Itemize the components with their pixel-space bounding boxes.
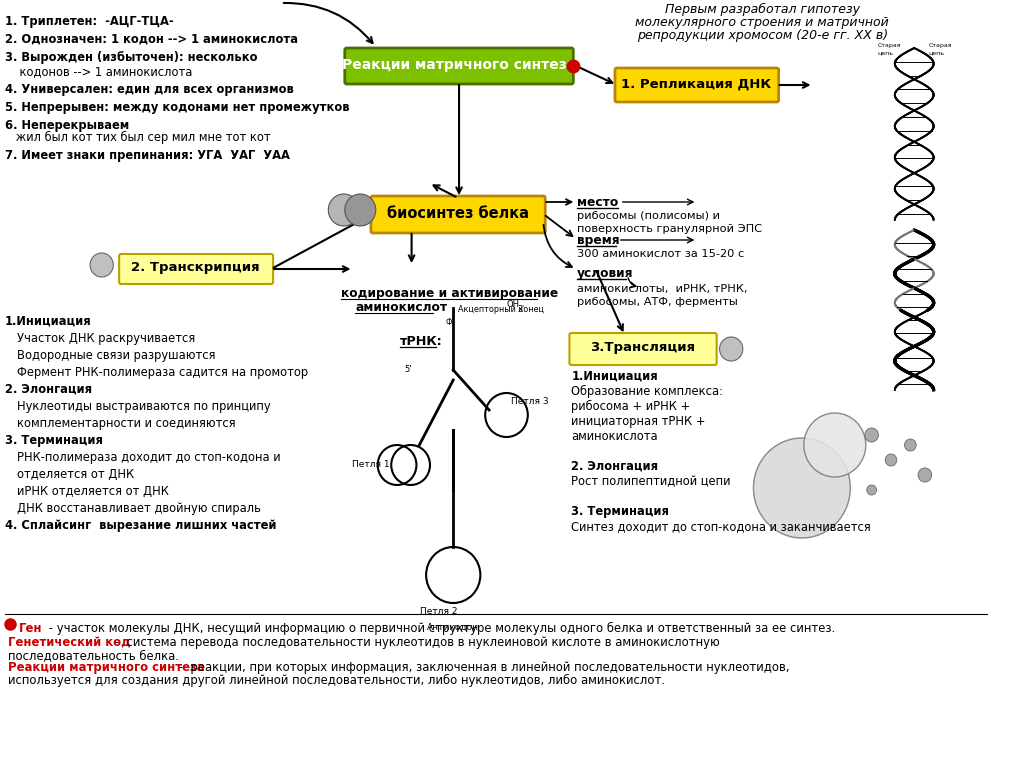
FancyBboxPatch shape	[119, 254, 273, 284]
Text: рибосома + иРНК +: рибосома + иРНК +	[571, 400, 690, 413]
Text: 3. Терминация: 3. Терминация	[5, 434, 102, 447]
Circle shape	[754, 438, 850, 538]
Text: цепь: цепь	[929, 50, 945, 55]
Text: 1.Инициация: 1.Инициация	[571, 370, 658, 383]
Text: Участок ДНК раскручивается: Участок ДНК раскручивается	[17, 332, 196, 345]
FancyBboxPatch shape	[345, 48, 573, 84]
Text: условия: условия	[578, 267, 634, 280]
Text: иРНК отделяется от ДНК: иРНК отделяется от ДНК	[17, 485, 169, 498]
Text: используется для создания другой линейной последовательности, либо нуклеотидов, : используется для создания другой линейно…	[8, 674, 665, 687]
Text: 3. Вырожден (избыточен): несколько: 3. Вырожден (избыточен): несколько	[5, 51, 257, 64]
Text: 6. Неперекрываем: 6. Неперекрываем	[5, 119, 129, 132]
Text: 7. Имеет знаки препинания: УГА  УАГ  УАА: 7. Имеет знаки препинания: УГА УАГ УАА	[5, 149, 290, 162]
Text: цепь: цепь	[878, 50, 893, 55]
Text: рибосомы (полисомы) и: рибосомы (полисомы) и	[578, 211, 720, 221]
Text: аминокислота: аминокислота	[571, 430, 658, 443]
FancyBboxPatch shape	[569, 333, 717, 365]
Text: Ген: Ген	[19, 622, 43, 635]
Text: рибосомы, АТФ, ферменты: рибосомы, АТФ, ферменты	[578, 297, 738, 307]
Text: молекулярного строения и матричной: молекулярного строения и матричной	[635, 16, 889, 29]
Text: 2. Элонгация: 2. Элонгация	[5, 383, 92, 396]
Circle shape	[919, 468, 932, 482]
Text: 3.Трансляция: 3.Трансляция	[591, 341, 695, 354]
Circle shape	[329, 194, 359, 226]
Text: Старая: Старая	[878, 43, 901, 48]
Text: комплементарности и соединяются: комплементарности и соединяются	[17, 417, 237, 430]
Circle shape	[720, 337, 742, 361]
Text: 5': 5'	[404, 365, 413, 374]
Text: тРНК:: тРНК:	[400, 335, 442, 348]
Text: - участок молекулы ДНК, несущий информацию о первичной структуре молекулы одного: - участок молекулы ДНК, несущий информац…	[45, 622, 835, 635]
Text: Первым разработал гипотезу: Первым разработал гипотезу	[665, 3, 860, 16]
Text: жил был кот тих был сер мил мне тот кот: жил был кот тих был сер мил мне тот кот	[5, 131, 270, 144]
Text: репродукции хромосом (20-е гг. XX в): репродукции хромосом (20-е гг. XX в)	[637, 29, 888, 42]
Text: Петля 2: Петля 2	[420, 607, 458, 616]
Text: Акцепторный конец: Акцепторный конец	[458, 305, 544, 314]
Text: Старая: Старая	[929, 43, 952, 48]
Text: 1. Триплетен:  -АЦГ-ТЦА-: 1. Триплетен: -АЦГ-ТЦА-	[5, 15, 173, 28]
Text: 4. Сплайсинг  вырезание лишних частей: 4. Сплайсинг вырезание лишних частей	[5, 519, 276, 532]
Text: инициаторная тРНК +: инициаторная тРНК +	[571, 415, 706, 428]
Text: -  система перевода последовательности нуклеотидов в нуклеиновой кислоте в амино: - система перевода последовательности ну…	[112, 636, 720, 649]
Text: Петля 1: Петля 1	[351, 460, 389, 469]
Text: последовательность белка.: последовательность белка.	[8, 649, 179, 662]
Text: Ф: Ф	[445, 318, 453, 327]
Text: 2. Элонгация: 2. Элонгация	[571, 460, 658, 473]
Text: Рост полипептидной цепи: Рост полипептидной цепи	[571, 475, 731, 488]
Circle shape	[804, 413, 866, 477]
Text: 2. Транскрипция: 2. Транскрипция	[131, 261, 260, 274]
Text: -  реакции, при которых информация, заключенная в линейной последовательности ну: - реакции, при которых информация, заклю…	[175, 661, 790, 674]
Text: 3. Терминация: 3. Терминация	[571, 505, 670, 518]
Text: 3': 3'	[517, 305, 524, 314]
Text: 1. Репликация ДНК: 1. Репликация ДНК	[622, 78, 771, 91]
Text: кодонов --> 1 аминокислота: кодонов --> 1 аминокислота	[5, 65, 193, 78]
Text: Нуклеотиды выстраиваются по принципу: Нуклеотиды выстраиваются по принципу	[17, 400, 271, 413]
Text: OH: OH	[507, 300, 519, 309]
Text: аминокислоты,  иРНК, тРНК,: аминокислоты, иРНК, тРНК,	[578, 284, 748, 294]
Text: Петля 3: Петля 3	[511, 397, 549, 406]
Text: Реакции матричного синтеза: Реакции матричного синтеза	[8, 661, 205, 674]
Circle shape	[90, 253, 114, 277]
Text: время: время	[578, 234, 620, 247]
Text: биосинтез белка: биосинтез белка	[387, 206, 529, 221]
Text: Синтез доходит до стоп-кодона и заканчивается: Синтез доходит до стоп-кодона и заканчив…	[571, 520, 871, 533]
Circle shape	[885, 454, 897, 466]
FancyBboxPatch shape	[615, 68, 778, 102]
Text: Генетический код: Генетический код	[8, 636, 130, 649]
Text: Реакции матричного синтеза: Реакции матричного синтеза	[342, 58, 577, 72]
Text: Водородные связи разрушаются: Водородные связи разрушаются	[17, 349, 216, 362]
Text: 4. Универсален: един для всех организмов: 4. Универсален: един для всех организмов	[5, 83, 294, 96]
Circle shape	[345, 194, 376, 226]
Text: аминокислот: аминокислот	[355, 301, 447, 314]
Text: кодирование и активирование: кодирование и активирование	[341, 287, 558, 300]
Text: Антикодон: Антикодон	[427, 623, 479, 632]
Circle shape	[904, 439, 916, 451]
Text: 1.Инициация: 1.Инициация	[5, 315, 91, 328]
Text: 300 аминокислот за 15-20 с: 300 аминокислот за 15-20 с	[578, 249, 744, 259]
Text: ДНК восстанавливает двойную спираль: ДНК восстанавливает двойную спираль	[17, 502, 261, 515]
Text: Образование комплекса:: Образование комплекса:	[571, 385, 723, 398]
Text: место: место	[578, 196, 618, 209]
Text: РНК-полимераза доходит до стоп-кодона и: РНК-полимераза доходит до стоп-кодона и	[17, 451, 281, 464]
Text: Фермент РНК-полимераза садится на промотор: Фермент РНК-полимераза садится на промот…	[17, 366, 308, 379]
Text: 2. Однозначен: 1 кодон --> 1 аминокислота: 2. Однозначен: 1 кодон --> 1 аминокислот…	[5, 33, 298, 46]
Circle shape	[865, 428, 879, 442]
Text: отделяется от ДНК: отделяется от ДНК	[17, 468, 134, 481]
Text: поверхность гранулярной ЭПС: поверхность гранулярной ЭПС	[578, 224, 762, 234]
Circle shape	[866, 485, 877, 495]
FancyBboxPatch shape	[371, 196, 545, 233]
Text: 5. Непрерывен: между кодонами нет промежутков: 5. Непрерывен: между кодонами нет промеж…	[5, 101, 349, 114]
